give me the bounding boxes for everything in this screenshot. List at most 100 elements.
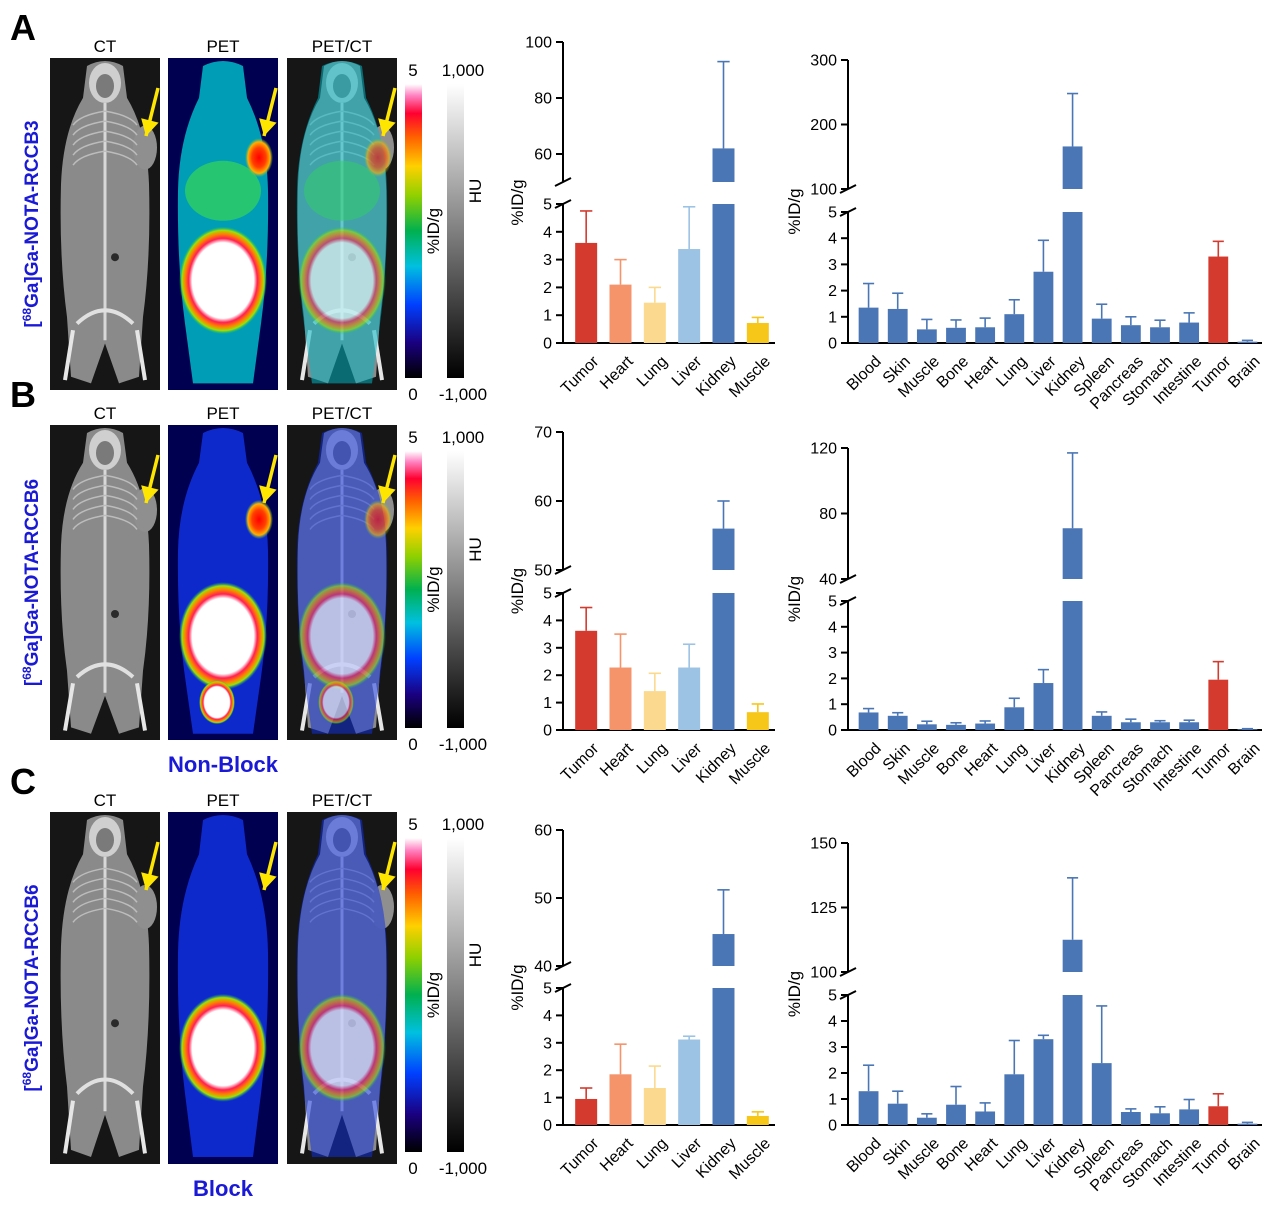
- ct-rib: [72, 867, 106, 883]
- y-tick-label: 3: [543, 640, 552, 657]
- ct-rib: [72, 907, 106, 923]
- x-tick-label: Heart: [962, 353, 1002, 393]
- ct-gas-pocket: [111, 253, 119, 262]
- bar-lung: [643, 302, 666, 343]
- probe-label-isotope: 68: [20, 308, 34, 322]
- tumor-arrowhead-icon: [378, 485, 396, 503]
- pet-colorbar: [405, 838, 422, 1152]
- bar-intestine: [1179, 1109, 1200, 1125]
- ct-rib: [104, 130, 138, 146]
- x-tick-label: Heart: [597, 353, 637, 393]
- ct-colorbar-label: HU: [466, 537, 485, 562]
- y-tick-label: 2: [828, 671, 837, 688]
- bar-kidney: [712, 204, 735, 343]
- x-tick-label: Tumor: [558, 1135, 603, 1180]
- bar-spleen: [1091, 318, 1112, 343]
- y-tick-label: 4: [543, 1008, 552, 1025]
- bar-muscle: [746, 1115, 769, 1125]
- pet-bladder-hotspot: [199, 680, 235, 725]
- pet-ct-fused-image: [287, 58, 397, 390]
- pet-tumor-hotspot: [364, 499, 392, 540]
- ct-colorbar-min: -1,000: [439, 735, 487, 754]
- y-tick-label: 5: [543, 586, 552, 603]
- y-tick-label: 50: [534, 563, 552, 580]
- bar-heart: [609, 667, 632, 730]
- ct-colorbar-max: 1,000: [442, 815, 485, 834]
- x-tick-label: Lung: [993, 740, 1030, 777]
- y-tick-label: 2: [828, 1066, 837, 1083]
- ct-rib: [72, 130, 106, 146]
- pet-tumor-hotspot: [364, 138, 392, 178]
- x-tick-label: Brain: [1225, 740, 1263, 778]
- pet-colorbar-label: %ID/g: [424, 208, 443, 254]
- image-title-ct: CT: [94, 37, 117, 56]
- ct-rib: [104, 474, 138, 490]
- bar-chart-c-image-quantification: 012345405060%ID/gTumorHeartLungLiverKidn…: [508, 823, 775, 1183]
- ct-leg-bone: [63, 329, 75, 381]
- bar-stomach: [1150, 1113, 1170, 1125]
- ct-pelvis: [75, 308, 135, 326]
- ct-rib: [72, 120, 106, 136]
- pet-tumor-hotspot: [245, 138, 273, 178]
- ct-leg-bone: [135, 1100, 147, 1154]
- bar-chart-a-image-quantification: 0123456080100%ID/gTumorHeartLungLiverKid…: [508, 35, 775, 401]
- y-tick-label: 1: [828, 309, 837, 326]
- bar-kidney-upper: [712, 528, 735, 570]
- ct-rib: [104, 110, 138, 126]
- y-axis-label: %ID/g: [785, 971, 804, 1017]
- ct-rib: [72, 897, 106, 913]
- ct-rib: [104, 484, 138, 500]
- ct-rib: [72, 140, 106, 156]
- imaging-layer: A CT PET PET/CT[68Ga]Ga-NOTA-RCCB3501,000-1…: [10, 7, 487, 1201]
- ct-image: [50, 58, 160, 390]
- bar-kidney: [712, 593, 735, 730]
- y-tick-label: 4: [828, 619, 837, 636]
- bar-pancreas: [1120, 722, 1141, 730]
- y-tick-label: 3: [543, 252, 552, 269]
- bar-muscle: [916, 1117, 937, 1125]
- bar-tumor: [575, 1098, 598, 1125]
- y-tick-label: 5: [828, 594, 837, 611]
- bar-liver: [678, 667, 701, 730]
- ct-gas-pocket: [111, 610, 119, 618]
- bar-kidney: [1062, 995, 1083, 1125]
- x-tick-label: Heart: [962, 1135, 1002, 1175]
- bar-intestine: [1179, 722, 1200, 730]
- pet-background-uptake: [185, 160, 261, 221]
- ct-skull-cavity: [96, 74, 114, 98]
- pet-tumor-hotspot: [245, 499, 273, 540]
- y-tick-label: 4: [543, 224, 552, 241]
- x-tick-label: Brain: [1225, 1135, 1263, 1173]
- image-title-ct: CT: [94, 791, 117, 810]
- ct-leg-bone: [63, 1100, 75, 1154]
- image-title-pet: PET: [206, 791, 239, 810]
- pet-kidney-hotspot: [298, 582, 386, 691]
- ct-leg-bone: [135, 329, 147, 381]
- bar-kidney: [1062, 601, 1083, 730]
- bar-spleen: [1091, 715, 1112, 730]
- bar-skin: [887, 308, 908, 343]
- x-tick-label: Tumor: [558, 740, 603, 785]
- y-tick-label: 1: [828, 697, 837, 714]
- y-tick-label: 2: [828, 283, 837, 300]
- y-tick-label: 100: [810, 965, 837, 982]
- tumor-arrowhead-icon: [141, 872, 159, 890]
- ct-pelvis: [75, 662, 135, 679]
- bar-skin: [887, 1103, 908, 1125]
- y-tick-label: 60: [534, 494, 552, 511]
- ct-rib: [104, 514, 138, 530]
- image-title-pet-ct: PET/CT: [312, 404, 372, 423]
- y-tick-label: 60: [534, 147, 552, 164]
- bar-tumor: [575, 242, 598, 343]
- pet-colorbar-min: 0: [408, 735, 417, 754]
- bar-bone: [946, 1104, 966, 1125]
- image-title-pet: PET: [206, 404, 239, 423]
- bar-kidney: [712, 988, 735, 1125]
- y-axis-label: %ID/g: [508, 568, 527, 614]
- bar-lung: [1004, 707, 1025, 730]
- probe-label-prefix: [: [22, 1085, 43, 1092]
- y-tick-label: 5: [543, 981, 552, 998]
- bar-lung: [643, 1088, 666, 1125]
- pet-colorbar: [405, 451, 422, 728]
- y-tick-label: 80: [534, 91, 552, 108]
